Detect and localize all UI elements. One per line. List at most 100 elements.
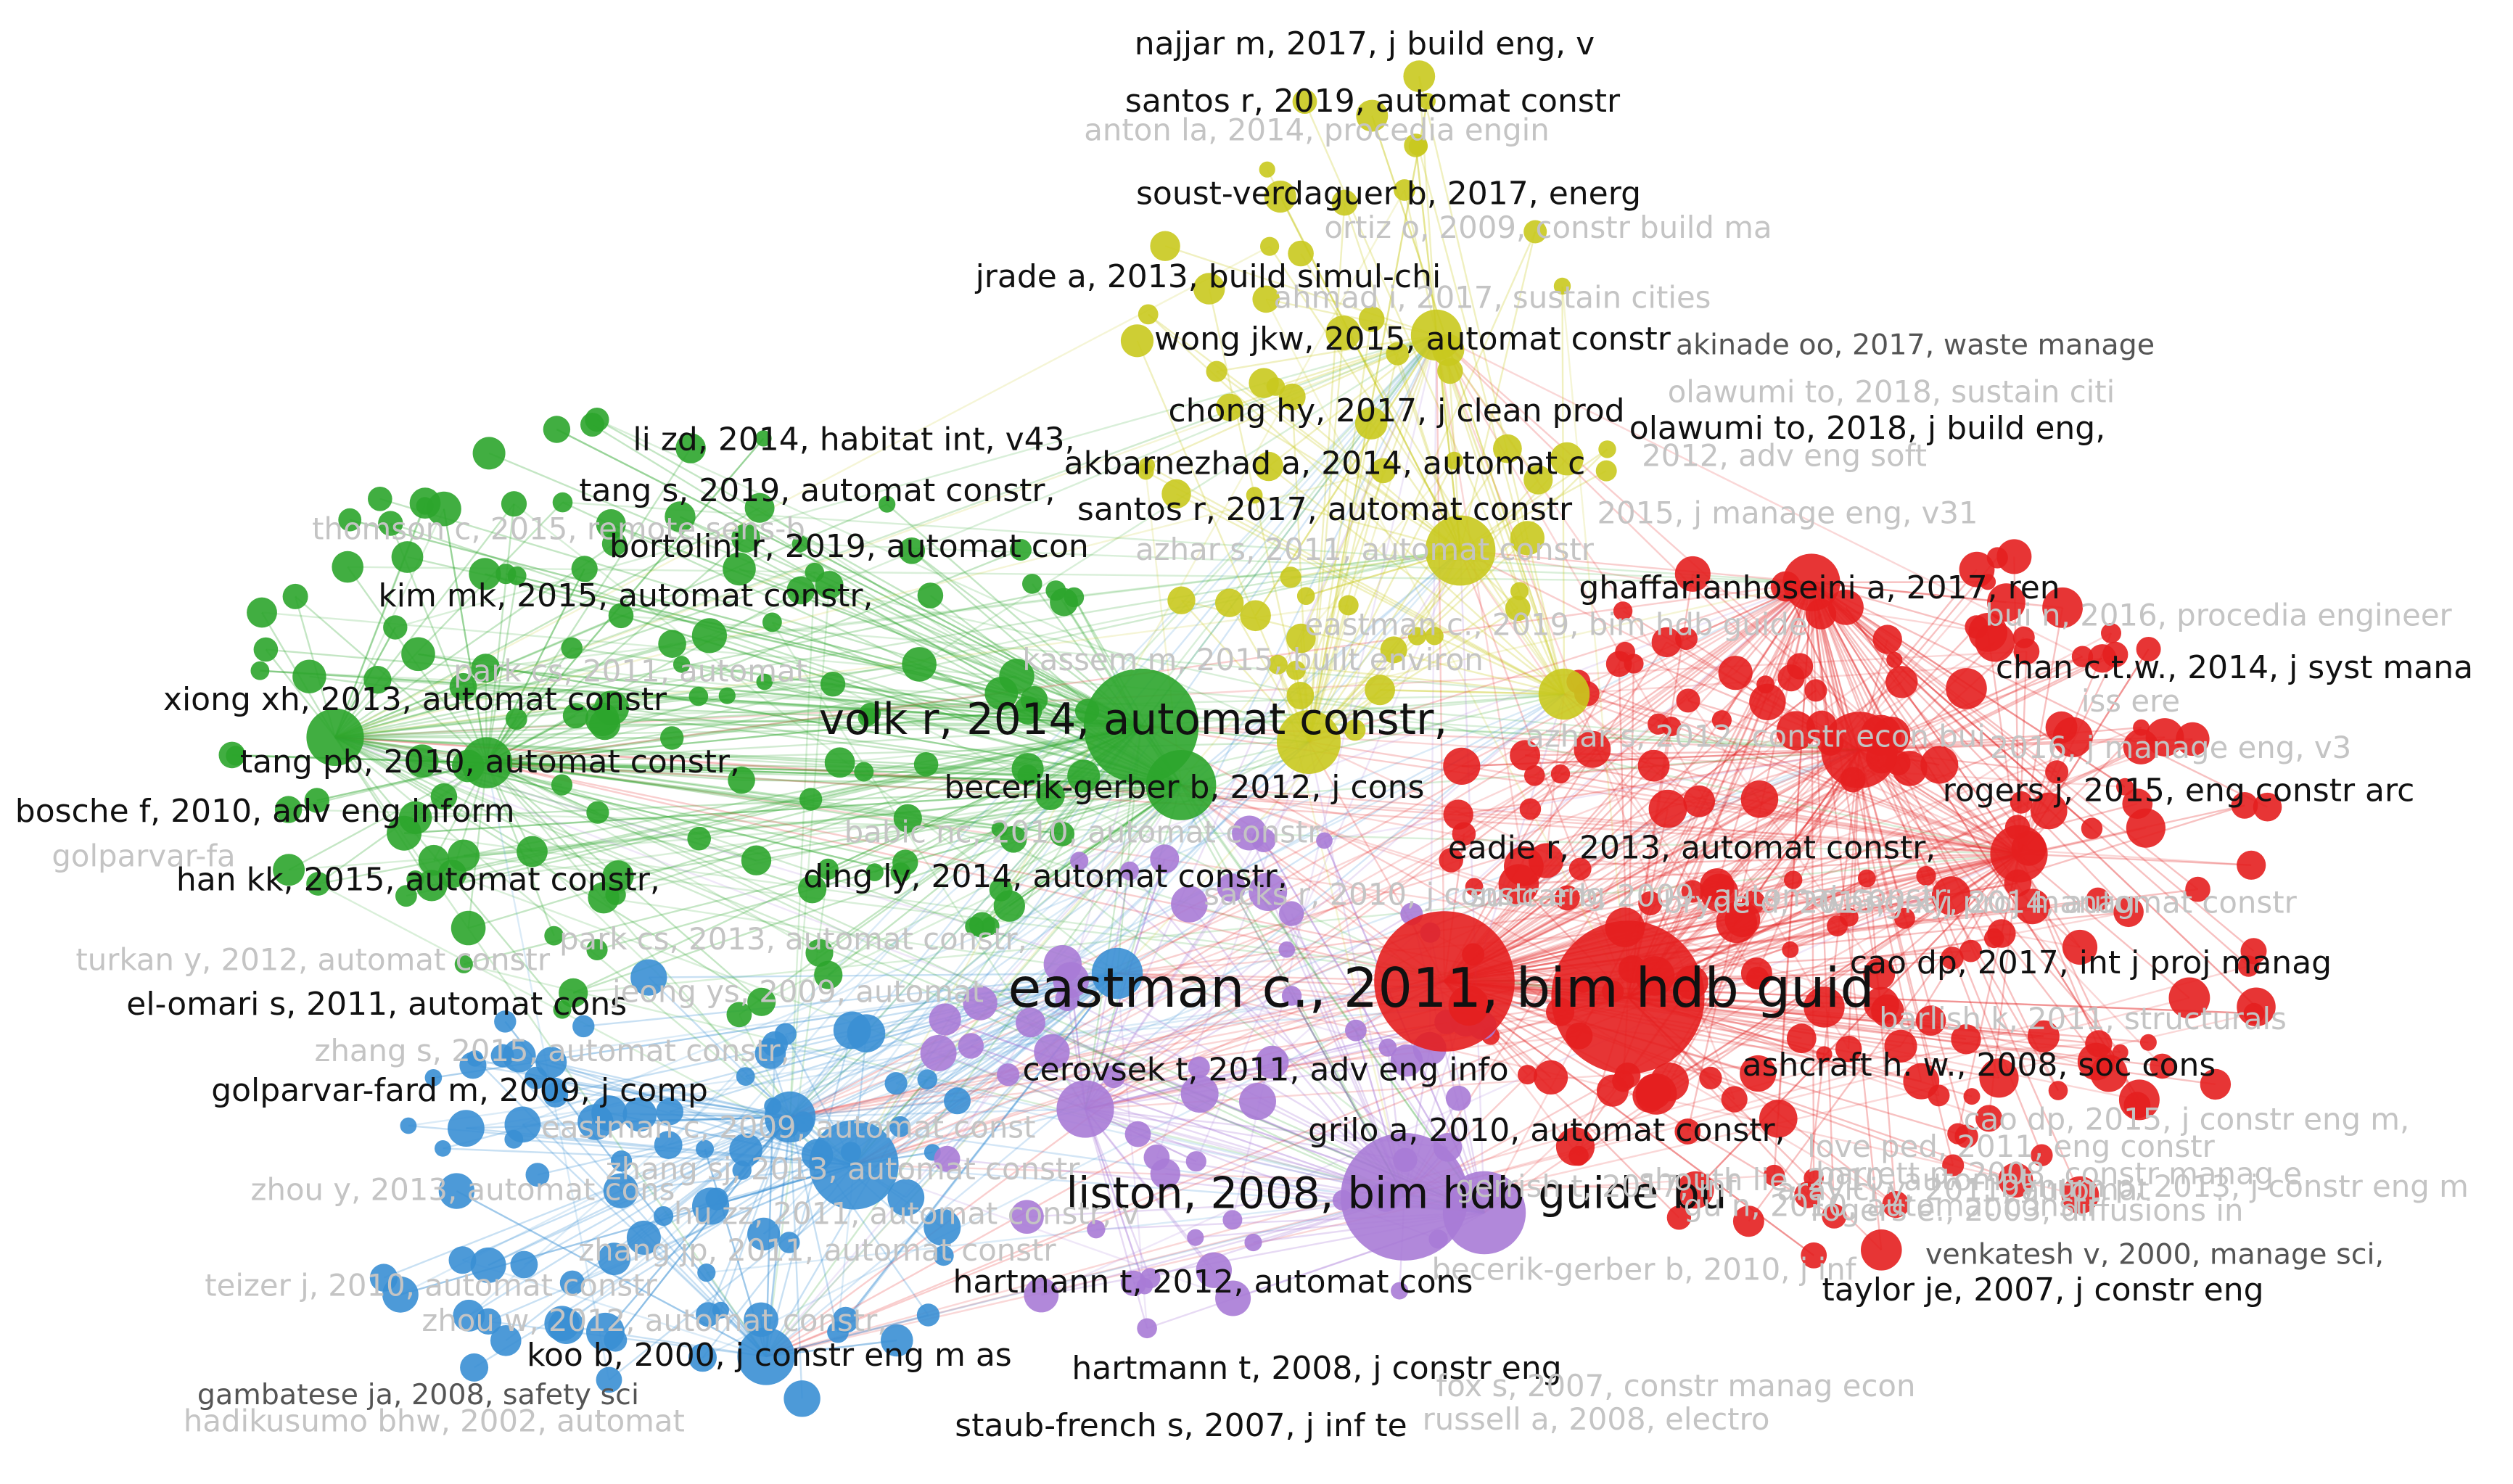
publication-node-blue[interactable]: [535, 1047, 567, 1079]
publication-node-blue[interactable]: [778, 1232, 800, 1253]
publication-node-green[interactable]: [893, 804, 922, 833]
publication-node-red[interactable]: [1534, 1060, 1568, 1095]
publication-node-green[interactable]: [814, 960, 843, 989]
publication-node-yellow[interactable]: [1344, 719, 1366, 741]
node-label-soust[interactable]: soust-verdaguer b, 2017, energ: [1136, 176, 1641, 213]
publication-node-green[interactable]: [274, 796, 303, 823]
publication-node-blue[interactable]: [747, 1217, 781, 1250]
publication-node-blue[interactable]: [754, 1038, 786, 1069]
publication-node-red[interactable]: [1740, 1055, 1777, 1092]
publication-node-red[interactable]: [1498, 864, 1539, 904]
publication-node-red[interactable]: [1443, 799, 1473, 830]
publication-node-red[interactable]: [2027, 1020, 2060, 1052]
node-label-dingly[interactable]: ding ly, 2014, automat constr,: [803, 858, 1287, 895]
node-label-arayici[interactable]: arayici y, 2011, automat: [1777, 1171, 2150, 1207]
node-label-russell[interactable]: russell a, 2008, electro: [1423, 1401, 1770, 1437]
publication-node-red[interactable]: [1648, 713, 1669, 735]
publication-node-yellow[interactable]: [1404, 133, 1428, 157]
publication-node-red[interactable]: [1979, 1058, 2019, 1098]
publication-node-red[interactable]: [1884, 1029, 1917, 1063]
publication-node-blue[interactable]: [435, 1140, 451, 1157]
publication-node-red[interactable]: [1963, 1088, 1981, 1105]
publication-node-yellow[interactable]: [1510, 521, 1545, 556]
node-label-shouth[interactable]: shouth lie, 2010, automat: [1639, 1162, 2032, 1197]
node-label-staub[interactable]: staub-french s, 2007, j inf te: [955, 1407, 1407, 1444]
publication-node-yellow[interactable]: [1267, 654, 1288, 675]
publication-node-blue[interactable]: [884, 1072, 908, 1095]
publication-node-purple[interactable]: [1180, 1075, 1219, 1113]
publication-node-green[interactable]: [594, 691, 630, 726]
publication-node-blue[interactable]: [510, 1250, 538, 1279]
publication-node-green[interactable]: [723, 552, 756, 586]
publication-node-green[interactable]: [1050, 821, 1075, 846]
publication-node-red[interactable]: [1782, 941, 1799, 958]
publication-node-blue[interactable]: [847, 1014, 886, 1052]
publication-node-blue[interactable]: [586, 1312, 625, 1351]
publication-node-green[interactable]: [571, 556, 598, 582]
publication-node-purple[interactable]: [1232, 815, 1267, 851]
publication-node-red[interactable]: [1804, 679, 1827, 702]
publication-node-red[interactable]: [1777, 664, 1805, 692]
publication-node-red[interactable]: [2062, 929, 2098, 965]
publication-node-green[interactable]: [688, 686, 709, 706]
node-label-najjar[interactable]: najjar m, 2017, j build eng, v: [1135, 25, 1595, 62]
publication-node-yellow[interactable]: [1280, 566, 1301, 588]
node-label-gambatese[interactable]: gambatese ja, 2008, safety sci: [197, 1378, 639, 1411]
publication-node-green[interactable]: [363, 666, 392, 694]
publication-node-purple[interactable]: [1239, 1083, 1276, 1120]
publication-node-green[interactable]: [449, 672, 477, 701]
publication-node-purple[interactable]: [1034, 1034, 1070, 1071]
publication-node-yellow[interactable]: [1595, 460, 1617, 482]
publication-node-green[interactable]: [306, 708, 364, 766]
publication-node-blue[interactable]: [944, 1087, 971, 1115]
publication-node-blue[interactable]: [438, 1173, 475, 1209]
publication-node-blue[interactable]: [598, 1242, 630, 1276]
publication-node-red[interactable]: [1700, 873, 1739, 912]
publication-node-red[interactable]: [1759, 1100, 1798, 1138]
publication-node-red[interactable]: [1951, 1024, 1981, 1055]
publication-node-red[interactable]: [1550, 764, 1571, 784]
publication-node-yellow[interactable]: [1365, 675, 1395, 706]
publication-node-blue[interactable]: [596, 1366, 622, 1393]
publication-node-green[interactable]: [418, 844, 450, 876]
node-label-chanctw[interactable]: chan c.t.w., 2014, j syst mana: [1996, 649, 2473, 686]
publication-node-purple[interactable]: [1137, 1318, 1157, 1339]
publication-node-red[interactable]: [1740, 780, 1779, 818]
node-label-cerovsek[interactable]: cerovsek t, 2011, adv eng info: [1022, 1051, 1508, 1088]
publication-node-green[interactable]: [1000, 825, 1027, 853]
publication-node-green[interactable]: [731, 524, 760, 553]
publication-node-yellow[interactable]: [1286, 660, 1306, 680]
publication-node-green[interactable]: [892, 849, 918, 875]
publication-node-red[interactable]: [2185, 876, 2210, 902]
node-label-cao[interactable]: cao dp, 2017, int j proj manag: [1850, 944, 2332, 981]
publication-node-green[interactable]: [387, 815, 422, 851]
publication-node-green[interactable]: [451, 910, 486, 946]
publication-node-red[interactable]: [1443, 747, 1481, 785]
publication-node-blue[interactable]: [764, 1091, 816, 1143]
publication-node-purple[interactable]: [1185, 1151, 1206, 1172]
publication-node-red[interactable]: [2061, 1176, 2099, 1214]
publication-node-red[interactable]: [2237, 850, 2266, 880]
publication-node-blue[interactable]: [917, 1069, 938, 1089]
publication-node-green[interactable]: [898, 537, 926, 564]
publication-node-red[interactable]: [1674, 1118, 1701, 1145]
publication-node-yellow[interactable]: [1356, 99, 1389, 132]
publication-node-yellow[interactable]: [1206, 360, 1227, 382]
node-label-tangpb[interactable]: tang pb, 2010, automat constr,: [240, 743, 740, 780]
publication-node-red[interactable]: [1740, 957, 1772, 989]
publication-node-red[interactable]: [1894, 907, 1915, 929]
publication-node-purple[interactable]: [1024, 1277, 1059, 1313]
publication-node-purple[interactable]: [1215, 1280, 1251, 1316]
publication-node-blue[interactable]: [603, 1173, 638, 1208]
publication-node-green[interactable]: [913, 752, 939, 777]
publication-node-red[interactable]: [1987, 583, 2025, 622]
publication-node-red[interactable]: [1676, 688, 1700, 713]
publication-node-green[interactable]: [383, 615, 408, 640]
node-label-jrade[interactable]: jrade a, 2013, build simul-chi: [975, 258, 1441, 295]
publication-node-yellow[interactable]: [1425, 627, 1444, 646]
node-label-olawumi2018s[interactable]: olawumi to, 2018, sustain citi: [1668, 374, 2115, 409]
publication-node-green[interactable]: [665, 501, 696, 532]
publication-node-blue[interactable]: [783, 1380, 820, 1417]
node-label-akinade[interactable]: akinade oo, 2017, waste manage: [1676, 328, 2155, 361]
node-label-hadikusumo[interactable]: hadikusumo bhw, 2002, automat: [184, 1403, 685, 1438]
